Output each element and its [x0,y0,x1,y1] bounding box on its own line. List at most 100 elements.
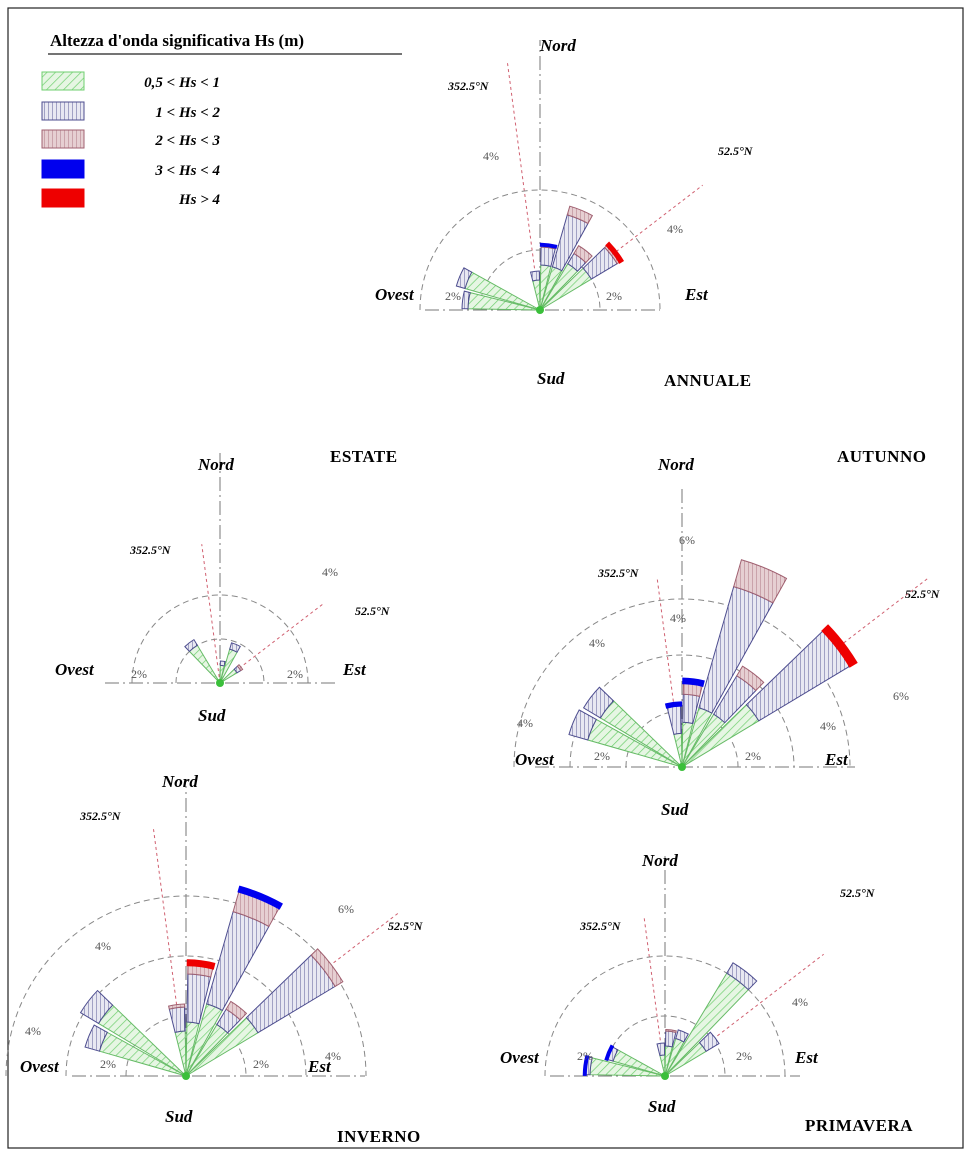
legend: Altezza d'onda significativa Hs (m) 0,5 … [41,31,402,208]
pct-label-ne2: 4% [325,1049,341,1063]
ring-6pct [513,598,851,768]
rose-autunno: Nord Sud Ovest Est 352.5°N 52.5°N AUTUNNO 2% 2% 6… [513,447,941,819]
label-bearing-352: 352.5°N [597,566,640,580]
pct-label-n2: 4% [670,611,686,625]
sector-277.5-band-3 [582,1054,590,1076]
legend-swatch-3 [41,159,85,179]
pct-label-e: 2% [287,667,303,681]
pct-label-ne: 4% [667,222,683,236]
ring-6pct [5,895,367,1077]
rose-title: ANNUALE [664,371,752,390]
label-ovest: Ovest [55,660,95,679]
pct-label-w: 2% [594,749,610,763]
pct-label-w: 2% [577,1049,593,1063]
sector-22.5-band-2 [733,559,788,604]
pct-label-e: 2% [736,1049,752,1063]
pct-label-w: 2% [131,667,147,681]
bearing-line-52 [219,603,324,684]
rose-center [216,679,224,687]
rose-annuale: Nord Sud Ovest Est 352.5°N 52.5°N ANNUALE 2% 2% 4… [375,36,754,390]
sector-37.5-band-2 [573,245,593,264]
bearing-line-52 [681,577,929,768]
ring-2pct [479,249,601,311]
bearing-line-352 [201,544,221,684]
sector-277.5-band-1 [461,290,471,310]
rose-center [536,306,544,314]
ring-4pct [131,594,309,684]
label-bearing-352: 352.5°N [579,919,622,933]
sector-352.5-band-1 [168,1006,186,1033]
pct-label-w2: 4% [589,636,605,650]
legend-label-4: Hs > 4 [178,192,221,208]
label-ovest: Ovest [515,750,555,769]
sector-52.5-band-1 [698,1031,720,1052]
legend-label-2: 2 < Hs < 3 [154,133,220,149]
label-nord: Nord [539,36,576,55]
legend-swatch-4 [41,188,85,208]
sector-352.5-band-1 [666,704,682,736]
sector-7.5-band-3 [682,677,705,688]
legend-title: Altezza d'onda significativa Hs (m) [50,31,304,50]
label-ovest: Ovest [375,285,415,304]
sector-307.5-band-1 [582,686,615,719]
label-nord: Nord [161,772,198,791]
pct-label-ne: 4% [322,565,338,579]
sector-22.5-band-1 [675,1029,689,1043]
label-bearing-52: 52.5°N [905,587,941,601]
rose-center [678,763,686,771]
pct-label-w: 2% [100,1057,116,1071]
sector-52.5-band-4 [605,241,625,264]
pct-label-e: 2% [253,1057,269,1071]
rose-center [661,1072,669,1080]
label-ovest: Ovest [500,1048,540,1067]
label-sud: Sud [537,369,565,388]
pct-label-ne: 4% [792,995,808,1009]
label-bearing-52: 52.5°N [388,919,424,933]
sector-7.5-band-1 [219,660,226,667]
label-bearing-52: 52.5°N [840,886,876,900]
label-est: Est [824,750,849,769]
pct-label-ne: 4% [820,719,836,733]
pct-label-e: 2% [606,289,622,303]
sector-352.5-band-3 [664,701,683,709]
sector-352.5-band-1 [656,1042,666,1057]
label-est: Est [794,1048,819,1067]
rose-estate: Nord Sud Ovest Est 352.5°N 52.5°N ESTATE 2% 2% 4% [55,447,398,725]
sector-292.5-band-1 [568,709,597,741]
rose-title: ESTATE [330,447,398,466]
label-bearing-352: 352.5°N [129,543,172,557]
label-nord: Nord [657,455,694,474]
label-ovest: Ovest [20,1057,60,1076]
sector-322.5-band-1 [184,638,199,653]
label-est: Est [684,285,709,304]
label-sud: Sud [198,706,226,725]
pct-label-w3: 4% [517,716,533,730]
label-nord: Nord [197,455,234,474]
label-bearing-352: 352.5°N [79,809,122,823]
label-sud: Sud [661,800,689,819]
legend-label-0: 0,5 < Hs < 1 [144,75,220,91]
sector-292.5-band-3 [604,1044,615,1062]
sector-52.5-band-2 [310,948,344,988]
sector-7.5-band-4 [186,959,216,970]
sector-292.5-band-1 [455,267,473,290]
sector-7.5-band-2 [665,1029,677,1033]
legend-swatch-0 [41,71,85,91]
label-bearing-52: 52.5°N [718,144,754,158]
rose-center [182,1072,190,1080]
sector-307.5-band-1 [79,989,114,1025]
legend-label-3: 3 < Hs < 4 [154,163,220,179]
sector-37.5-band-2 [225,1000,248,1021]
ring-4pct [65,955,307,1077]
pct-label-w2: 4% [95,939,111,953]
sector-22.5-band-1 [229,642,241,653]
sector-52.5-band-2 [236,663,244,672]
rose-inverno: Nord Sud Ovest Est 352.5°N 52.5°N INVERNO 2% 2% 6… [5,772,424,1146]
pct-label-n: 6% [679,533,695,547]
rose-title: PRIMAVERA [805,1116,913,1135]
sector-352.5-band-0 [532,279,541,311]
sector-52.5-band-4 [821,624,858,668]
label-est: Est [307,1057,332,1076]
pct-label-ne2: 6% [893,689,909,703]
